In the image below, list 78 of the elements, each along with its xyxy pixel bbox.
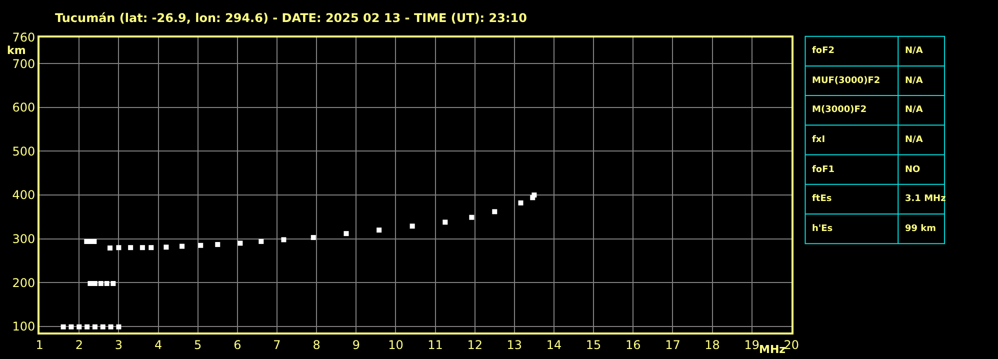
x-tick-label: 9 xyxy=(352,338,360,352)
point xyxy=(442,220,448,225)
point xyxy=(88,281,93,286)
y-tick-label: 500 xyxy=(12,144,36,158)
point xyxy=(410,224,415,229)
text: M(3000)F2 xyxy=(812,105,867,115)
text: fxI xyxy=(812,135,826,145)
point xyxy=(140,245,145,250)
x-tick-label: 8 xyxy=(312,338,320,352)
y-tick-label: 100 xyxy=(12,320,36,334)
point xyxy=(310,235,316,240)
point xyxy=(376,228,382,233)
point xyxy=(258,238,264,244)
x-axis-title: MHz xyxy=(759,343,786,356)
point xyxy=(148,245,154,250)
text: N/A xyxy=(905,46,923,56)
x-tick-label: 13 xyxy=(506,338,522,352)
x-tick-label: 6 xyxy=(234,338,242,352)
x-tick-label: 5 xyxy=(194,338,202,352)
point xyxy=(532,192,537,198)
point xyxy=(108,324,114,330)
point xyxy=(104,281,110,286)
text: N/A xyxy=(905,105,923,115)
point xyxy=(469,214,474,220)
x-tick-label: 17 xyxy=(665,338,680,352)
x-tick-label: 19 xyxy=(744,338,760,352)
x-tick-label: 10 xyxy=(388,338,404,352)
chart-title: Tucumán (lat: -26.9, lon: 294.6) - DATE: 2025 02 13 - TIME (UT): 23:10 xyxy=(55,11,527,25)
point xyxy=(198,242,204,248)
y-tick-label: 600 xyxy=(12,100,36,115)
point xyxy=(110,281,116,286)
x-tick-label: 2 xyxy=(75,338,83,352)
text: foF1 xyxy=(812,165,835,175)
point xyxy=(238,240,243,246)
x-tick-label: 20 xyxy=(784,338,800,352)
text: N/A xyxy=(905,135,923,145)
point xyxy=(281,237,286,242)
x-tick-label: 7 xyxy=(273,338,281,352)
y-tick-label: 400 xyxy=(12,188,36,202)
point xyxy=(92,324,98,330)
x-tick-label: 18 xyxy=(704,338,720,352)
text: 99 km xyxy=(905,224,936,234)
point xyxy=(492,209,498,214)
text: ftEs xyxy=(812,194,832,204)
y-tick-label: 760 xyxy=(12,30,36,45)
text: foF2 xyxy=(812,46,835,56)
point xyxy=(108,246,113,251)
point xyxy=(180,244,185,249)
point xyxy=(98,281,104,286)
point xyxy=(128,245,134,250)
point xyxy=(116,324,122,330)
point xyxy=(518,200,524,206)
point xyxy=(84,324,90,330)
text: MUF(3000)F2 xyxy=(812,76,880,86)
x-tick-label: 3 xyxy=(114,338,123,352)
point xyxy=(116,245,122,250)
point xyxy=(68,324,74,330)
point xyxy=(215,242,220,248)
y-tick-label: 700 xyxy=(12,56,36,71)
point xyxy=(164,244,169,250)
x-tick-label: 11 xyxy=(428,338,443,352)
x-tick-label: 14 xyxy=(546,338,562,352)
x-tick-label: 16 xyxy=(625,338,641,352)
text: N/A xyxy=(905,76,923,86)
x-tick-label: 12 xyxy=(467,338,482,352)
x-tick-label: 4 xyxy=(154,338,162,352)
y-tick-label: 200 xyxy=(12,276,36,290)
x-tick-label: 1 xyxy=(36,338,44,352)
point xyxy=(60,324,66,330)
text: h'Es xyxy=(812,224,833,234)
point xyxy=(100,324,106,330)
x-tick-label: 15 xyxy=(586,338,602,352)
point xyxy=(92,281,98,286)
y-axis-title: km xyxy=(7,44,26,57)
point xyxy=(76,324,82,330)
point xyxy=(344,231,349,236)
text: NO xyxy=(905,165,921,175)
y-tick-label: 300 xyxy=(12,232,36,246)
